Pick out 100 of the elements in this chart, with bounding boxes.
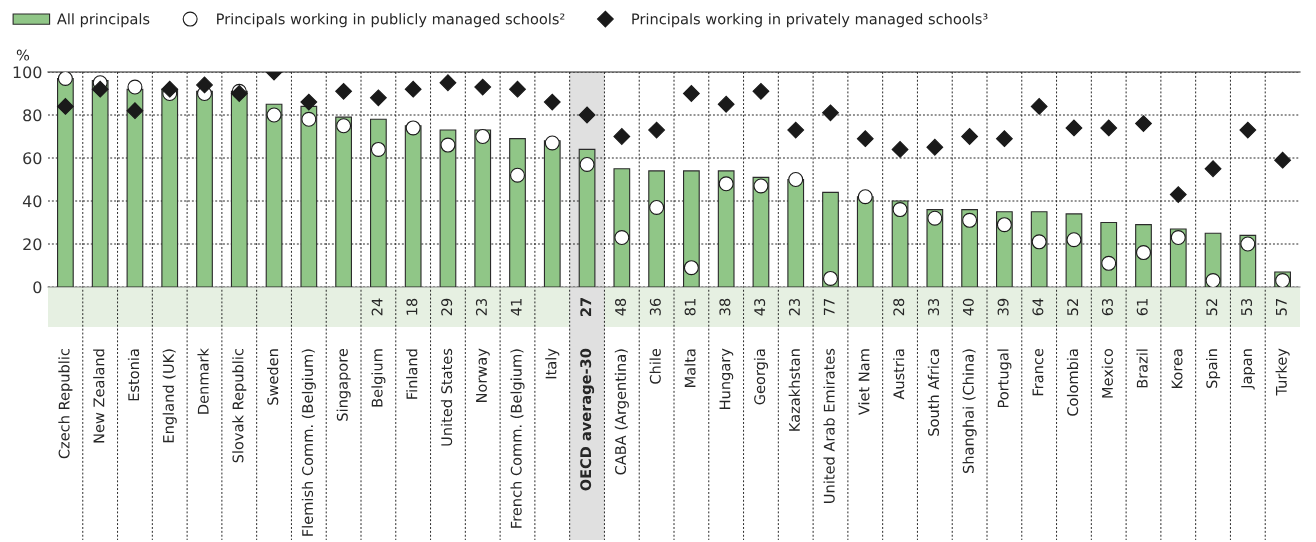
text: 57: [1276, 298, 1287, 316]
x-tick-label: Italy: [545, 348, 560, 379]
x-tick-label: Hungary: [719, 348, 734, 409]
y-tick-label: 100: [13, 66, 42, 79]
point: [1274, 151, 1292, 169]
legend-label: All principals: [56, 13, 150, 28]
point: [752, 82, 770, 100]
text: 43: [754, 298, 766, 316]
point: [1100, 119, 1118, 137]
y-tick-label: 80: [23, 109, 42, 122]
point: [509, 80, 526, 98]
point: [1169, 186, 1187, 203]
point: [927, 210, 943, 226]
point: [161, 80, 179, 98]
text: 77: [823, 298, 835, 316]
x-tick-label: England (UK): [162, 349, 177, 443]
point: [926, 138, 944, 156]
point: [57, 72, 73, 86]
x-tick-label: Belgium: [371, 349, 386, 407]
text: 29: [441, 298, 453, 316]
x-tick-label: Austria: [893, 349, 905, 400]
legend-label: Principals working in privately managed schools³: [632, 13, 988, 28]
point: [266, 107, 282, 123]
x-tick-label: Japan: [1241, 349, 1255, 390]
point: [510, 167, 525, 183]
text: 41: [510, 299, 522, 316]
x-tick-label: Spain: [1206, 349, 1221, 388]
point: [440, 137, 456, 153]
text: 48: [615, 298, 627, 316]
point: [404, 80, 422, 98]
point: [753, 178, 769, 194]
y-axis-title: %: [16, 49, 30, 61]
x-tick-label: Malta: [684, 349, 696, 387]
x-tick-label: South Africa: [927, 349, 940, 436]
point: [405, 120, 421, 136]
point: [996, 217, 1012, 233]
point: [1066, 232, 1082, 248]
point: [683, 260, 699, 276]
x-tick-label: Norway: [476, 348, 490, 402]
point: [578, 106, 596, 124]
point: [613, 128, 631, 145]
point: [1031, 234, 1047, 250]
point: [1240, 236, 1256, 252]
point: [718, 176, 734, 192]
text: 52: [1067, 299, 1079, 316]
text: 23: [788, 298, 800, 316]
point: [1030, 97, 1048, 115]
x-tick-label: Estonia: [127, 349, 140, 401]
point: [1205, 273, 1221, 287]
point: [335, 82, 353, 100]
point: [300, 93, 318, 111]
text: 27: [580, 298, 592, 316]
x-tick-label: France: [1032, 348, 1044, 396]
point: [369, 89, 387, 107]
x-tick-label: OECD average-30: [580, 348, 595, 491]
legend-label: Principals working in publicly managed schools²: [217, 13, 565, 28]
point: [822, 104, 839, 122]
point: [682, 85, 700, 102]
x-tick-label: Chile: [649, 348, 661, 384]
point: [336, 118, 352, 134]
text: 33: [928, 298, 940, 316]
point: [1239, 121, 1257, 139]
x-tick-label: Viet Nam: [858, 349, 870, 416]
text: 28: [893, 298, 905, 316]
text: 40: [962, 298, 974, 316]
x-tick-label: French Comm. (Belgium): [510, 349, 525, 528]
point: [1065, 119, 1083, 137]
text: 38: [719, 298, 731, 316]
x-tick-label: Georgia: [753, 349, 768, 405]
x-tick-label: Finland: [406, 349, 418, 399]
text: 39: [997, 298, 1009, 316]
point: [614, 230, 630, 246]
x-tick-label: New Zealand: [93, 349, 105, 443]
text: 24: [371, 298, 383, 316]
point: [126, 102, 144, 120]
point: [823, 270, 838, 286]
point: [891, 140, 909, 158]
x-tick-label: Czech Republic: [58, 349, 73, 459]
point: [857, 189, 873, 205]
point: [56, 97, 74, 115]
point: [1101, 255, 1117, 271]
point: [856, 130, 874, 148]
x-tick-label: Slovak Republic: [232, 349, 247, 463]
text: 23: [475, 298, 487, 316]
x-tick-label: Brazil: [1136, 349, 1148, 388]
text: 18: [406, 298, 418, 315]
text: 63: [1101, 298, 1113, 316]
x-tick-label: Korea: [1171, 349, 1183, 389]
x-tick-label: Turkey: [1275, 348, 1290, 396]
text: 61: [1136, 299, 1148, 316]
point: [301, 111, 317, 127]
x-tick-label: Colombia: [1066, 349, 1079, 416]
x-tick-label: Mexico: [1101, 348, 1113, 398]
point: [370, 141, 386, 157]
text: 64: [1032, 298, 1044, 316]
point: [787, 121, 805, 139]
x-tick-label: Portugal: [997, 349, 1012, 408]
y-tick-label: 0: [33, 281, 42, 294]
text: 36: [649, 298, 661, 316]
x-tick-label: Flemish Comm. (Belgium): [301, 349, 316, 536]
